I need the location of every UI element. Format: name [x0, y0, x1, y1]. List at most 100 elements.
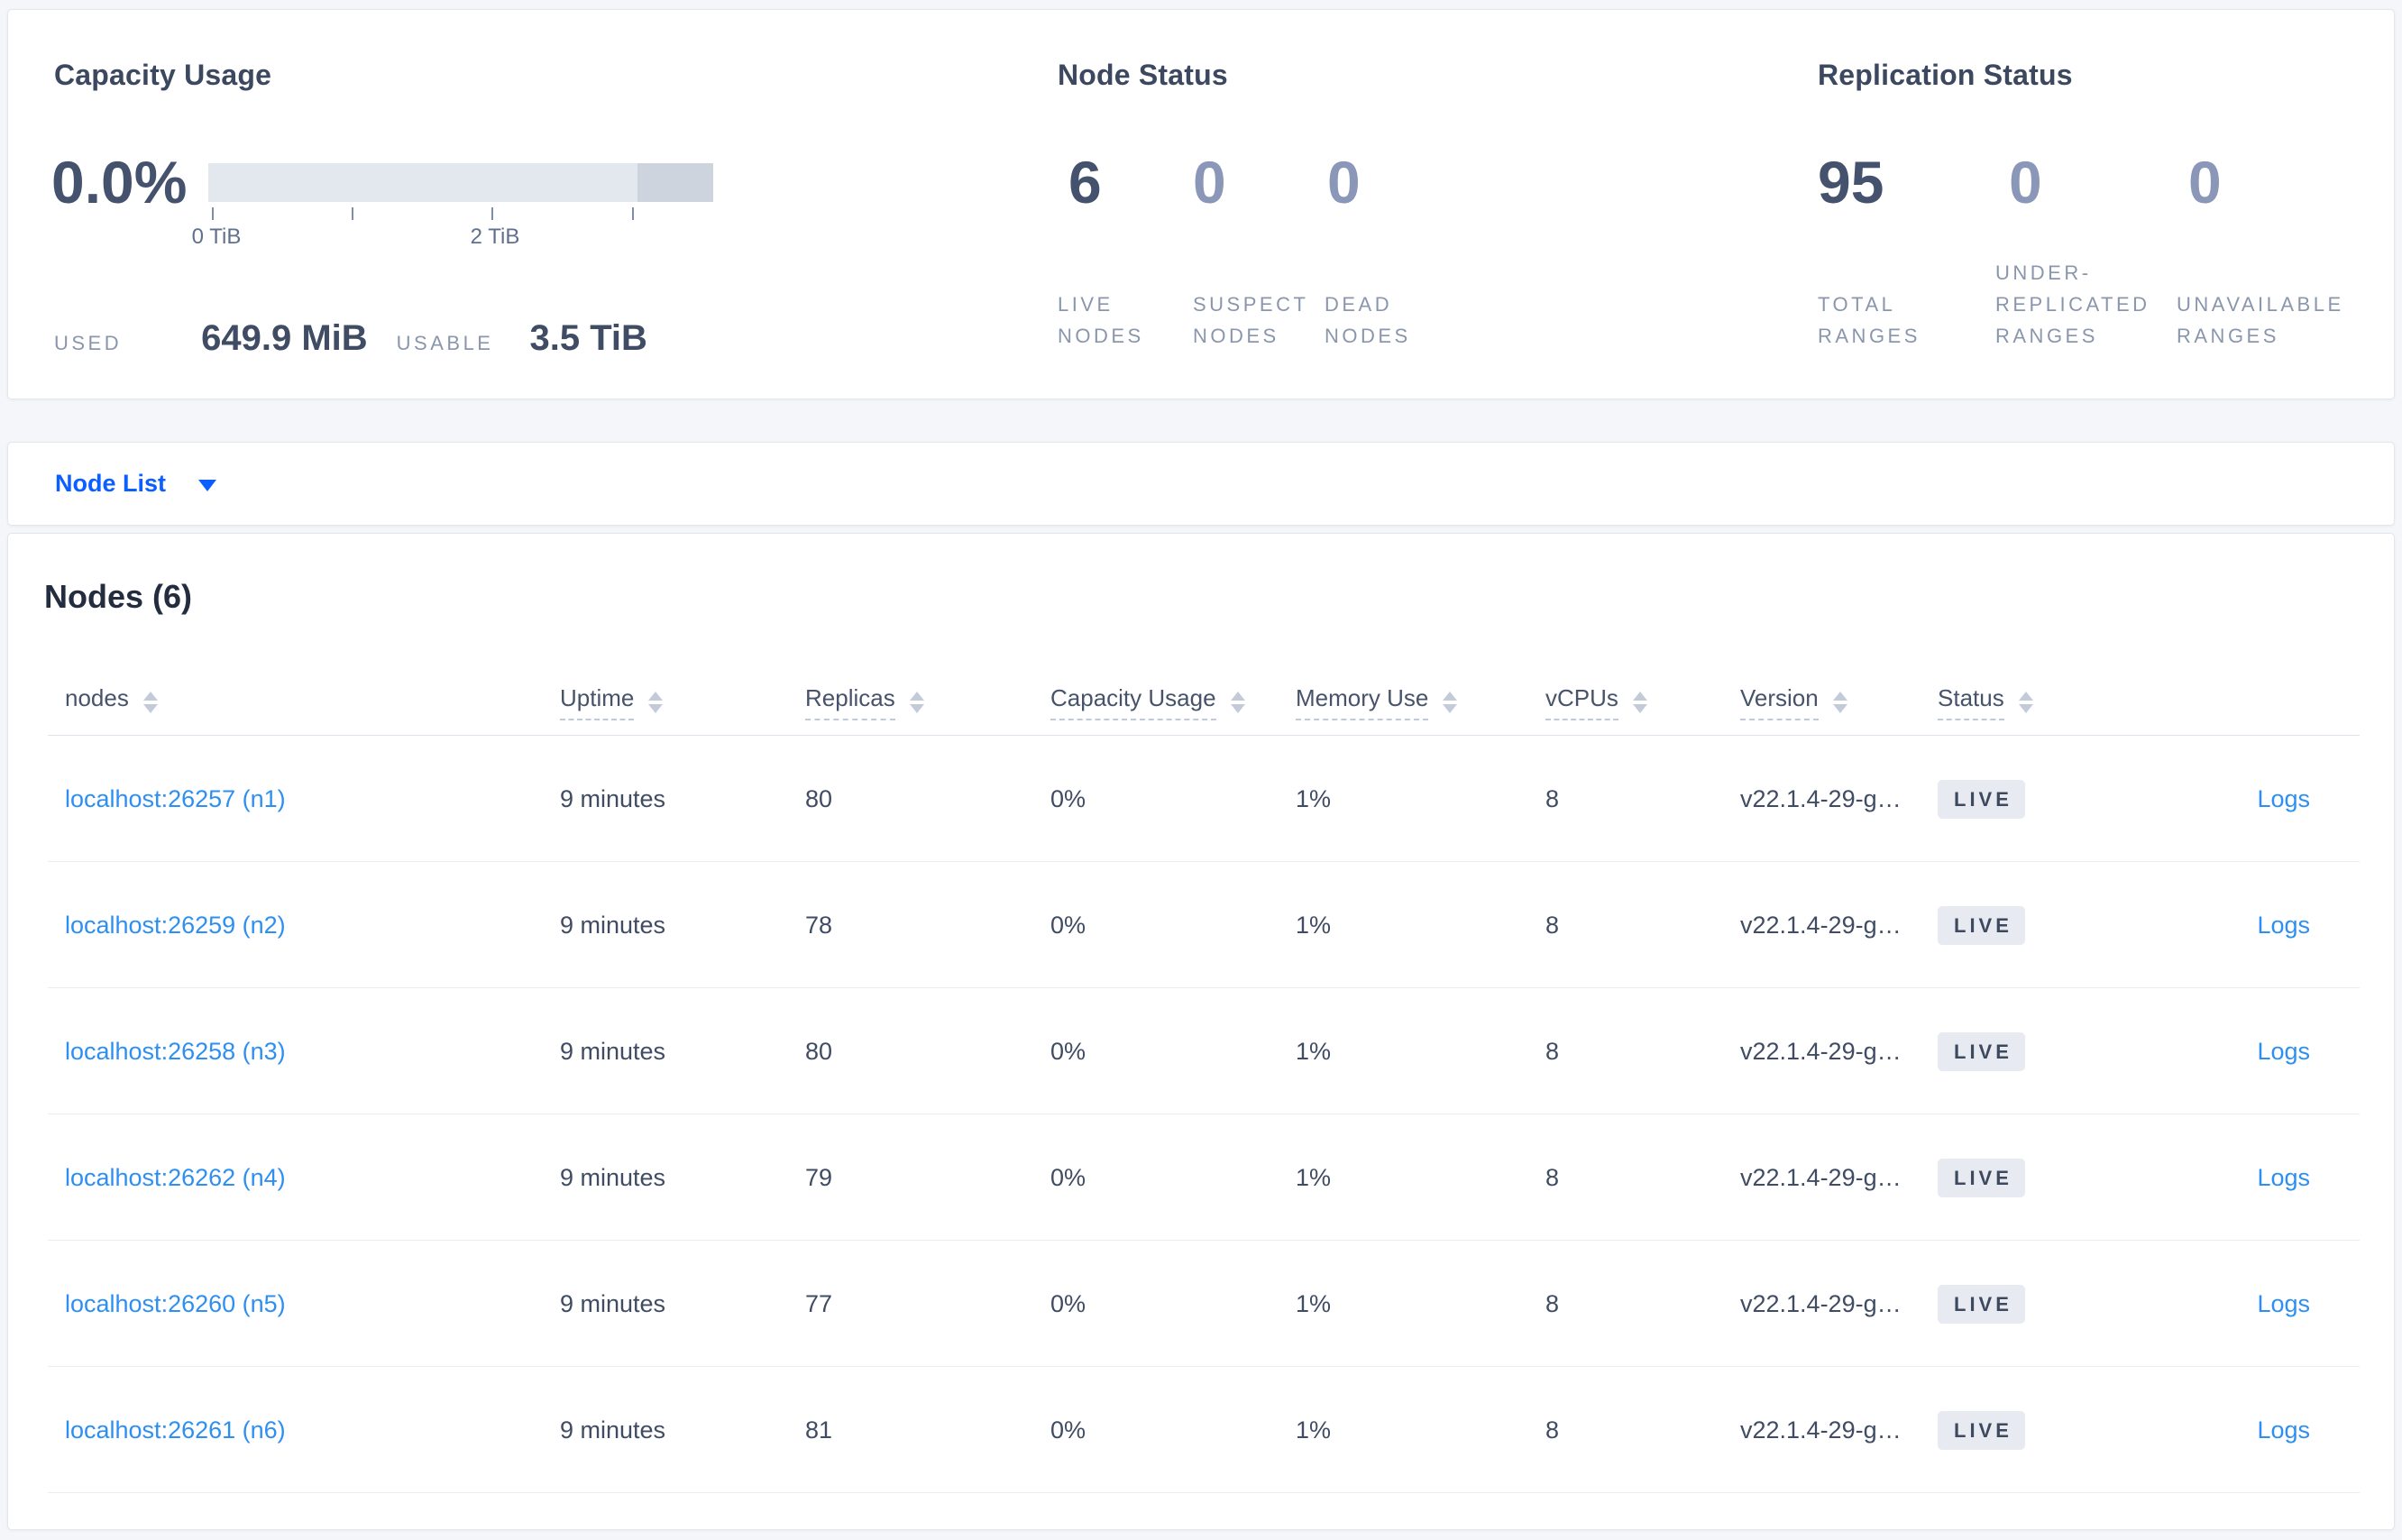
column-header-replicas[interactable]: Replicas: [805, 684, 1050, 720]
table-row: localhost:26262 (n4) 9 minutes 79 0% 1% …: [8, 1114, 2394, 1241]
cluster-summary-card: Capacity Usage 0.0% 0 TiB 2 TiB USED 649…: [7, 9, 2395, 399]
status-badge: LIVE: [1938, 1284, 2025, 1324]
capacity-axis-tick: [352, 207, 353, 220]
vcpus-cell: 8: [1545, 1289, 1560, 1317]
capacity-axis-label-0: 0 TiB: [191, 225, 242, 249]
logs-link[interactable]: Logs: [2257, 1037, 2310, 1065]
column-header-vcpus[interactable]: vCPUs: [1545, 684, 1740, 720]
capacity-axis-label-2: 2 TiB: [470, 225, 520, 249]
node-link[interactable]: localhost:26257 (n1): [65, 784, 286, 812]
replicas-cell: 80: [805, 1037, 833, 1065]
capacity-cell: 0%: [1050, 1163, 1086, 1191]
version-cell: v22.1.4-29-g…: [1740, 1163, 1902, 1191]
version-cell: v22.1.4-29-g…: [1740, 911, 1902, 939]
status-badge: LIVE: [1938, 779, 2025, 819]
column-header-version[interactable]: Version: [1740, 684, 1938, 720]
version-cell: v22.1.4-29-g…: [1740, 1037, 1902, 1065]
capacity-cell: 0%: [1050, 1289, 1086, 1317]
capacity-axis-tick: [632, 207, 634, 220]
vcpus-cell: 8: [1545, 1163, 1560, 1191]
used-label: USED: [54, 332, 123, 354]
unavailable-ranges-label: UNAVAILABLE RANGES: [2177, 293, 2344, 347]
column-header-memory-use[interactable]: Memory Use: [1296, 684, 1545, 720]
table-header-row: nodes Uptime Replicas Capacity Usage Mem…: [8, 668, 2394, 736]
usable-label: USABLE: [396, 332, 494, 354]
replicas-cell: 79: [805, 1163, 833, 1191]
suspect-nodes-count: 0: [1193, 149, 1226, 215]
logs-link[interactable]: Logs: [2257, 1289, 2310, 1317]
live-nodes-count: 6: [1068, 149, 1102, 215]
dead-nodes-label: DEAD NODES: [1325, 293, 1411, 347]
uptime-cell: 9 minutes: [560, 1289, 666, 1317]
column-header-nodes[interactable]: nodes: [65, 684, 560, 720]
memory-cell: 1%: [1296, 911, 1332, 939]
capacity-cell: 0%: [1050, 1037, 1086, 1065]
status-badge: LIVE: [1938, 905, 2025, 945]
replication-status-title: Replication Status: [1818, 59, 2073, 91]
column-header-status[interactable]: Status: [1938, 684, 2145, 720]
vcpus-cell: 8: [1545, 1037, 1560, 1065]
status-badge: LIVE: [1938, 1410, 2025, 1450]
suspect-nodes-label: SUSPECT NODES: [1193, 293, 1309, 347]
vcpus-cell: 8: [1545, 911, 1560, 939]
uptime-cell: 9 minutes: [560, 1037, 666, 1065]
column-header-capacity-usage[interactable]: Capacity Usage: [1050, 684, 1296, 720]
node-list-dropdown-label: Node List: [55, 470, 167, 497]
node-link[interactable]: localhost:26259 (n2): [65, 911, 286, 939]
sort-icon: [648, 691, 664, 713]
total-ranges-count: 95: [1818, 149, 1884, 215]
vcpus-cell: 8: [1545, 1416, 1560, 1444]
capacity-axis-tick: [212, 207, 214, 220]
live-nodes-label: LIVE NODES: [1058, 293, 1144, 347]
node-link[interactable]: localhost:26258 (n3): [65, 1037, 286, 1065]
total-ranges-label: TOTAL RANGES: [1818, 293, 1921, 347]
status-badge: LIVE: [1938, 1158, 2025, 1197]
capacity-used-percent: 0.0%: [51, 149, 188, 215]
sort-icon: [1230, 691, 1245, 713]
memory-cell: 1%: [1296, 1416, 1332, 1444]
version-cell: v22.1.4-29-g…: [1740, 1289, 1902, 1317]
logs-link[interactable]: Logs: [2257, 911, 2310, 939]
logs-link[interactable]: Logs: [2257, 784, 2310, 812]
memory-cell: 1%: [1296, 1163, 1332, 1191]
node-link[interactable]: localhost:26260 (n5): [65, 1289, 286, 1317]
version-cell: v22.1.4-29-g…: [1740, 1416, 1902, 1444]
capacity-cell: 0%: [1050, 1416, 1086, 1444]
dead-nodes-count: 0: [1327, 149, 1361, 215]
node-list-selector-card: Node List: [7, 442, 2395, 526]
sort-icon: [1832, 691, 1847, 713]
capacity-bar-end-segment: [637, 163, 713, 202]
under-replicated-ranges-label: UNDER- REPLICATED RANGES: [1995, 261, 2150, 347]
status-badge: LIVE: [1938, 1031, 2025, 1071]
sort-icon: [2018, 691, 2033, 713]
replicas-cell: 78: [805, 911, 833, 939]
replicas-cell: 77: [805, 1289, 833, 1317]
logs-link[interactable]: Logs: [2257, 1416, 2310, 1444]
replicas-cell: 81: [805, 1416, 833, 1444]
sort-icon: [1443, 691, 1458, 713]
capacity-used-usable-row: USED 649.9 MiB USABLE 3.5 TiB: [54, 318, 647, 359]
under-replicated-ranges-count: 0: [2009, 149, 2042, 215]
replicas-cell: 80: [805, 784, 833, 812]
uptime-cell: 9 minutes: [560, 1416, 666, 1444]
unavailable-ranges-count: 0: [2188, 149, 2222, 215]
sort-icon: [142, 691, 158, 713]
column-header-uptime[interactable]: Uptime: [560, 684, 805, 720]
node-link[interactable]: localhost:26262 (n4): [65, 1163, 286, 1191]
memory-cell: 1%: [1296, 784, 1332, 812]
table-row: localhost:26258 (n3) 9 minutes 80 0% 1% …: [8, 988, 2394, 1114]
table-row: localhost:26260 (n5) 9 minutes 77 0% 1% …: [8, 1241, 2394, 1367]
logs-link[interactable]: Logs: [2257, 1163, 2310, 1191]
memory-cell: 1%: [1296, 1289, 1332, 1317]
node-link[interactable]: localhost:26261 (n6): [65, 1416, 286, 1444]
usable-value: 3.5 TiB: [529, 318, 647, 358]
version-cell: v22.1.4-29-g…: [1740, 784, 1902, 812]
nodes-table-title: Nodes (6): [44, 578, 193, 615]
sort-icon: [1632, 691, 1647, 713]
used-value: 649.9 MiB: [201, 318, 368, 358]
uptime-cell: 9 minutes: [560, 911, 666, 939]
sort-icon: [909, 691, 924, 713]
uptime-cell: 9 minutes: [560, 1163, 666, 1191]
uptime-cell: 9 minutes: [560, 784, 666, 812]
node-list-dropdown[interactable]: Node List: [8, 443, 217, 525]
